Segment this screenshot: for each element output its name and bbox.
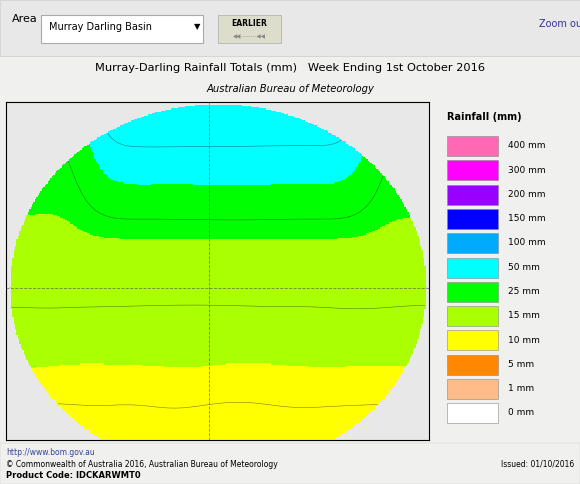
Text: Rainfall (mm): Rainfall (mm) — [448, 112, 522, 122]
Text: Murray Darling Basin: Murray Darling Basin — [49, 22, 153, 31]
Text: 10 mm: 10 mm — [508, 335, 539, 345]
Text: 100 mm: 100 mm — [508, 239, 545, 247]
Bar — [448, 136, 498, 156]
Text: 50 mm: 50 mm — [508, 263, 539, 272]
FancyBboxPatch shape — [0, 443, 580, 484]
Text: 25 mm: 25 mm — [508, 287, 539, 296]
Text: 1 mm: 1 mm — [508, 384, 534, 393]
Text: Murray-Darling Rainfall Totals (mm)   Week Ending 1st October 2016: Murray-Darling Rainfall Totals (mm) Week… — [95, 63, 485, 73]
Text: 300 mm: 300 mm — [508, 166, 545, 175]
Text: http://www.bom.gov.au: http://www.bom.gov.au — [6, 448, 95, 457]
Text: 5 mm: 5 mm — [508, 360, 534, 369]
Text: ▼: ▼ — [194, 22, 201, 31]
Text: Product Code: IDCKARWMT0: Product Code: IDCKARWMT0 — [6, 471, 140, 480]
Text: © Commonwealth of Australia 2016, Australian Bureau of Meteorology: © Commonwealth of Australia 2016, Austra… — [6, 460, 278, 469]
Bar — [448, 379, 498, 399]
Bar — [448, 161, 498, 181]
Text: 400 mm: 400 mm — [508, 141, 545, 151]
FancyBboxPatch shape — [218, 15, 281, 43]
Bar — [448, 185, 498, 205]
FancyBboxPatch shape — [0, 0, 580, 56]
Text: EARLIER: EARLIER — [231, 19, 267, 28]
Bar — [448, 331, 498, 350]
Bar — [448, 233, 498, 253]
FancyBboxPatch shape — [41, 15, 203, 43]
Text: 15 mm: 15 mm — [508, 311, 539, 320]
Bar — [448, 355, 498, 375]
Text: 150 mm: 150 mm — [508, 214, 545, 223]
Bar — [448, 403, 498, 424]
Text: 200 mm: 200 mm — [508, 190, 545, 199]
Text: Zoom out: Zoom out — [539, 19, 580, 29]
Text: ◀◀--------◀◀: ◀◀--------◀◀ — [233, 34, 266, 39]
Text: Issued: 01/10/2016: Issued: 01/10/2016 — [501, 460, 574, 469]
Text: Area: Area — [12, 14, 37, 24]
Text: 0 mm: 0 mm — [508, 408, 534, 417]
Bar — [448, 282, 498, 302]
Bar — [448, 209, 498, 229]
Text: Australian Bureau of Meteorology: Australian Bureau of Meteorology — [206, 84, 374, 94]
Bar — [448, 306, 498, 326]
Bar — [448, 257, 498, 278]
